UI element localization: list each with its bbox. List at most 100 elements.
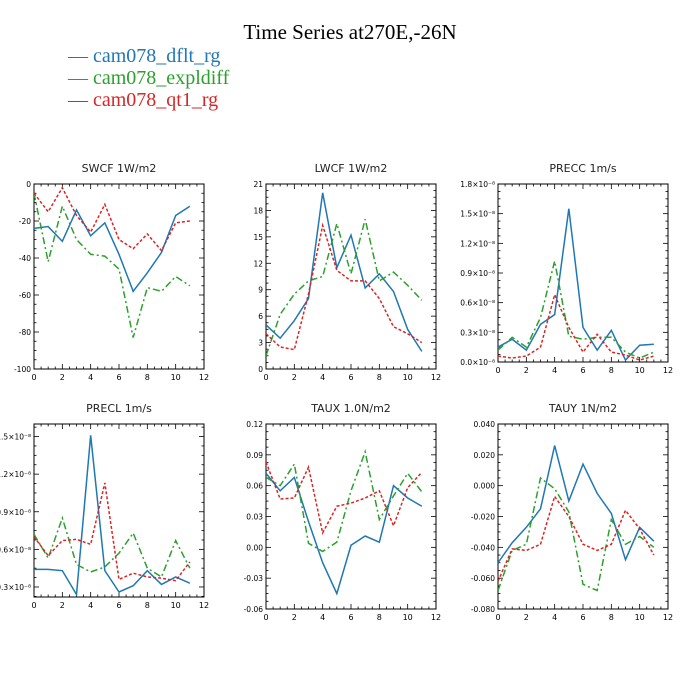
plot-frame xyxy=(497,183,669,363)
y-tick-label: 0.12 xyxy=(246,420,263,429)
x-tick-label: 4 xyxy=(552,366,557,375)
x-tick-label: 6 xyxy=(580,366,585,375)
y-tick-label: 6 xyxy=(258,312,263,321)
series-line xyxy=(34,482,191,582)
series-line xyxy=(266,192,423,352)
chart-title: SWCF 1W/m2 xyxy=(82,162,157,175)
y-tick-label: 21 xyxy=(253,180,263,189)
legend-item: — cam078_qt1_rg xyxy=(68,89,229,111)
plot-frame xyxy=(265,183,437,370)
chart-title: PRECL 1m/s xyxy=(86,402,152,415)
x-tick-label: 10 xyxy=(635,366,645,375)
y-tick-label: 15 xyxy=(253,233,263,242)
series-line xyxy=(34,435,191,597)
series-line xyxy=(266,222,423,351)
chart-panel: PRECC 1m/s 0 2 4 6 8 10 12 0.0×10⁻⁸ 0.3×10⁻⁸ 0.6×1… xyxy=(460,162,673,375)
chart-title: PRECC 1m/s xyxy=(549,162,617,175)
plot-frame xyxy=(265,423,437,610)
y-tick-label: -40 xyxy=(19,254,31,263)
x-tick-label: 12 xyxy=(663,366,673,375)
legend-label: cam078_dflt_rg xyxy=(93,45,221,67)
series-line xyxy=(266,472,423,596)
y-tick-label: 3 xyxy=(258,339,263,348)
x-tick-label: 0 xyxy=(263,373,268,382)
x-tick-label: 12 xyxy=(431,373,441,382)
legend-label: cam078_expldiff xyxy=(93,67,230,89)
legend-swatch: — xyxy=(68,45,88,67)
y-tick-label: -0.020 xyxy=(471,513,495,522)
x-tick-label: 8 xyxy=(145,601,150,610)
chart-title: LWCF 1W/m2 xyxy=(315,162,388,175)
chart-panel: PRECL 1m/s 0 2 4 6 8 10 12 0.3×10⁻⁸ 0.6×10⁻⁸ 0.9×1… xyxy=(0,402,209,610)
x-tick-label: 10 xyxy=(171,373,181,382)
x-tick-label: 0 xyxy=(31,601,36,610)
y-tick-label: -20 xyxy=(19,217,31,226)
y-tick-label: 0.000 xyxy=(474,482,496,491)
y-tick-label: 0.3×10⁻⁸ xyxy=(460,328,495,337)
y-tick-label: 0.9×10⁻⁸ xyxy=(0,508,31,517)
y-tick-label: 0.020 xyxy=(474,451,496,460)
x-tick-label: 0 xyxy=(495,613,500,622)
x-tick-label: 0 xyxy=(495,366,500,375)
series-line xyxy=(498,476,655,592)
x-tick-label: 2 xyxy=(524,613,529,622)
y-tick-label: 0.0×10⁻⁸ xyxy=(460,358,495,367)
y-tick-label: 0.3×10⁻⁸ xyxy=(0,583,31,592)
x-tick-label: 4 xyxy=(320,373,325,382)
chart-panel: LWCF 1W/m2 0 2 4 6 8 10 12 0 3 6 9 12 15 18 21 xyxy=(253,162,441,382)
y-tick-label: 0.03 xyxy=(246,513,263,522)
y-tick-label: -0.080 xyxy=(471,605,495,614)
x-tick-label: 8 xyxy=(609,613,614,622)
series-line xyxy=(498,494,655,582)
chart-title: TAUX 1.0N/m2 xyxy=(310,402,391,415)
x-tick-label: 2 xyxy=(292,373,297,382)
x-tick-label: 8 xyxy=(145,373,150,382)
x-tick-label: 8 xyxy=(377,613,382,622)
y-tick-label: 1.5×10⁻⁸ xyxy=(460,210,495,219)
y-tick-label: 0.9×10⁻⁸ xyxy=(460,269,495,278)
y-tick-label: 12 xyxy=(253,259,263,268)
y-tick-label: -0.06 xyxy=(244,605,264,614)
x-tick-label: 4 xyxy=(552,613,557,622)
chart-panel: TAUX 1.0N/m2 0 2 4 6 8 10 12 -0.06 -0.03 0.00 0.03 0… xyxy=(244,402,442,622)
y-tick-label: -80 xyxy=(19,328,31,337)
y-tick-label: 1.5×10⁻⁸ xyxy=(0,433,31,442)
x-tick-label: 12 xyxy=(199,373,209,382)
y-tick-label: -60 xyxy=(19,291,31,300)
x-tick-label: 2 xyxy=(60,373,65,382)
series-line xyxy=(34,205,191,293)
series-line xyxy=(498,208,654,362)
y-tick-label: 0.040 xyxy=(474,420,496,429)
y-tick-label: 0.09 xyxy=(246,451,263,460)
series-line xyxy=(266,461,423,536)
series-line xyxy=(498,445,655,564)
x-tick-label: 2 xyxy=(524,366,529,375)
y-tick-label: -0.060 xyxy=(471,574,495,583)
x-tick-label: 12 xyxy=(431,613,441,622)
series-line xyxy=(34,515,191,579)
chart-panel: TAUY 1N/m2 0 2 4 6 8 10 12 -0.080 -0.060 -0.040 -0.… xyxy=(471,402,673,622)
y-tick-label: 9 xyxy=(258,286,263,295)
legend-item: — cam078_expldiff xyxy=(68,67,229,89)
x-tick-label: 10 xyxy=(635,613,645,622)
legend-item: — cam078_dflt_rg xyxy=(68,45,229,67)
series-line xyxy=(34,186,190,252)
x-tick-label: 6 xyxy=(348,613,353,622)
y-tick-label: 1.2×10⁻⁸ xyxy=(460,239,495,248)
y-tick-label: -0.040 xyxy=(471,543,495,552)
series-line xyxy=(266,449,423,553)
x-tick-label: 2 xyxy=(292,613,297,622)
plot-frame xyxy=(33,183,205,370)
y-tick-label: 18 xyxy=(253,206,263,215)
x-tick-label: 12 xyxy=(199,601,209,610)
legend-label: cam078_qt1_rg xyxy=(93,89,219,111)
legend-swatch: — xyxy=(68,89,88,111)
x-tick-label: 6 xyxy=(580,613,585,622)
series-line xyxy=(498,260,655,359)
x-tick-label: 6 xyxy=(116,373,121,382)
series-line xyxy=(34,193,191,338)
y-tick-label: 1.8×10⁻⁸ xyxy=(460,180,495,189)
y-tick-label: 0 xyxy=(26,180,31,189)
x-tick-label: 4 xyxy=(88,373,93,382)
